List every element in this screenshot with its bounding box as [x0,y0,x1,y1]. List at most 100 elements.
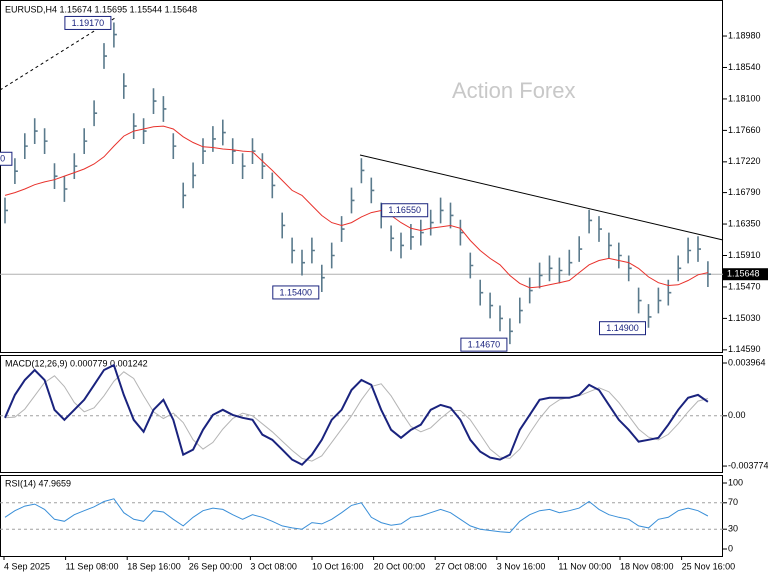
price-bar [400,232,404,259]
annotation-label: 1.14670 [468,340,501,350]
x-tick-label: 11 Sep 08:00 [66,561,119,571]
price-bar [83,128,88,154]
price-bar [469,252,474,279]
price-bar [241,153,246,180]
indicator-line [4,498,709,534]
annotation-label: 1.14900 [606,323,639,333]
price-bar [499,305,503,332]
price-bar [261,153,266,180]
y-tick-label: 0.003964 [728,357,766,367]
price-bar [558,257,563,284]
y-tick-label: 1.17220 [728,156,761,166]
price-bar [311,237,315,264]
price-bar [172,133,177,159]
y-tick-label: 1.18540 [728,62,761,72]
y-tick-label: 1.15470 [728,281,761,291]
price-panel [0,0,723,353]
y-tick-label: -0.003774 [728,460,768,470]
price-bar [231,138,236,164]
price-bar [202,138,206,164]
price-bar [123,73,127,99]
macd-title: MACD(12,26,9) 0.000779 0.001242 [5,358,148,368]
annotation-box [460,337,508,352]
price-bar [330,242,335,269]
price-bar [350,187,355,214]
x-tick-label: 25 Nov 16:00 [682,561,736,571]
price-bar [489,292,494,319]
price-bar [33,118,38,144]
chart-title: EURUSD,H4 1.15674 1.15695 1.15544 1.1564… [5,4,197,14]
price-bar [24,133,28,159]
price-bar [519,297,523,324]
price-bar [598,216,602,242]
price-bar [657,287,662,314]
price-bar [43,128,48,154]
price-bar [182,182,187,209]
price-bar [479,279,484,306]
price-bar [340,216,345,242]
price-bar [321,264,325,292]
price-bar [162,96,167,122]
macd-panel [0,355,723,473]
price-bar [687,237,692,264]
y-tick-label: 70 [728,497,738,507]
price-bar [93,100,98,127]
price-bar [677,255,682,282]
annotation-label: 1.19170 [72,18,105,28]
annotation-box [64,15,112,30]
watermark: Action Forex [452,78,576,103]
price-bar [251,138,256,164]
price-bar [618,242,622,269]
price-bar [291,237,296,264]
trend-line [359,154,724,241]
x-tick-label: 4 Sep 2025 [4,561,50,571]
x-tick-label: 3 Oct 08:00 [250,561,297,571]
x-tick-label: 18 Sep 16:00 [127,561,181,571]
x-tick-label: 3 Nov 16:00 [497,561,546,571]
price-bar [14,158,18,185]
y-tick-label: 1.18100 [728,93,761,103]
y-tick-label: 1.16350 [728,218,761,228]
price-bar [509,318,513,345]
moving-average [4,125,709,289]
price-bar [548,255,553,282]
indicator-line [4,363,709,466]
price-bar [429,209,434,236]
price-bar [608,232,612,259]
price-bar [132,113,137,139]
annotation-label: 1.17270 [0,154,5,164]
price-bar [152,88,157,114]
rsi-title: RSI(14) 47.9659 [5,478,71,488]
price-bar [192,162,197,189]
price-bar [637,287,642,314]
y-tick-label: 1.16790 [728,187,761,197]
price-bar [707,261,711,287]
price-bar [538,262,543,289]
price-bar [4,197,8,224]
price-bar [53,163,58,190]
price-bar [439,197,444,224]
price-bar [63,176,68,202]
indicator-line [4,371,709,462]
price-bar [301,249,305,276]
price-bar [667,279,672,306]
price-bar [103,43,107,69]
x-tick-label: 11 Nov 00:00 [558,561,611,571]
price-bar [271,172,276,199]
price-bar [578,236,583,262]
price-bar [222,119,226,146]
annotation-box [272,285,320,300]
price-bar [459,219,464,246]
y-tick-label: 1.17660 [728,125,761,135]
price-bar [142,118,147,144]
price-bar [627,255,632,282]
x-tick-label: 20 Oct 00:00 [374,561,426,571]
price-bar [420,219,424,246]
price-bar [697,236,701,262]
price-bar [647,304,652,328]
annotation-label: 1.15400 [280,287,313,297]
x-tick-label: 27 Oct 08:00 [435,561,487,571]
y-tick-label: 0.00 [728,410,746,420]
x-tick-label: 18 Nov 08:00 [620,561,674,571]
